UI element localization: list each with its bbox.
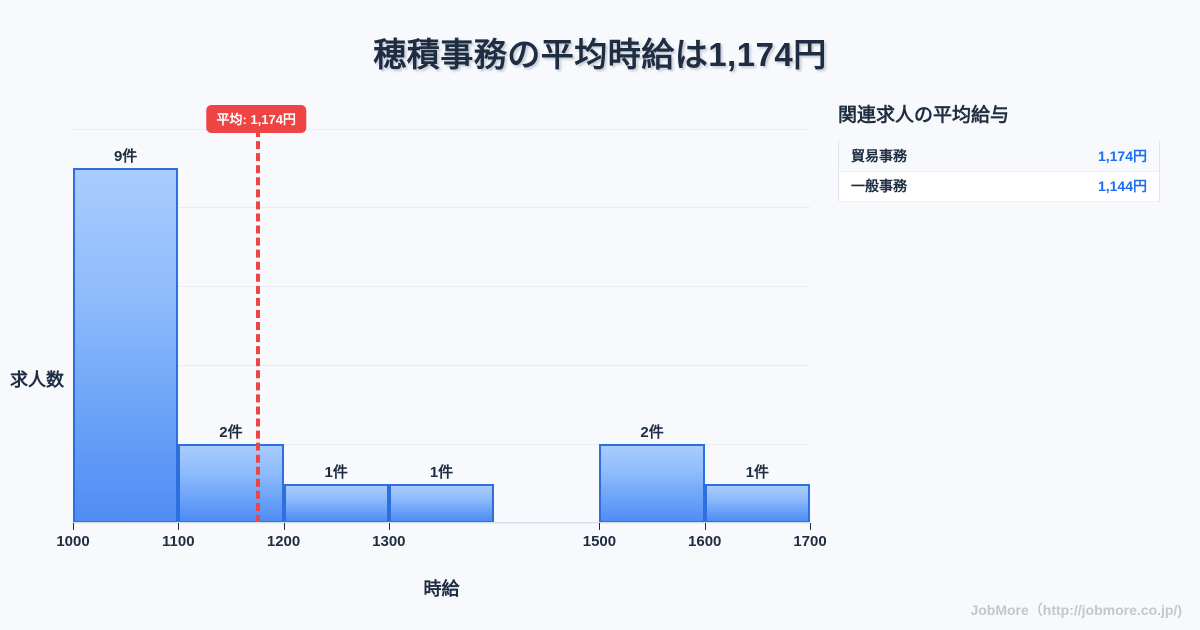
- average-line: [256, 129, 261, 523]
- gridline: [73, 128, 810, 130]
- x-axis-tick-label: 1600: [688, 533, 722, 550]
- bar: [283, 483, 389, 523]
- histogram-chart: 求人数 9件 2件 1件 1件 2件 1件 平均: 1,174円 1000 1100 1200…: [0, 90, 830, 600]
- related-job-name: 貿易事務: [838, 141, 1007, 172]
- related-salary-title: 関連求人の平均給与: [838, 105, 1010, 126]
- bar-value-label: 1件: [429, 463, 454, 481]
- related-salary-table: 貿易事務 1,174円 一般事務 1,144円: [838, 141, 1160, 202]
- bar-value-label: 9件: [113, 148, 138, 166]
- tick-mark: [599, 523, 601, 530]
- x-axis-line: [73, 522, 810, 523]
- bar-value-label: 2件: [219, 424, 243, 442]
- gridline: [73, 444, 810, 446]
- watermark: JobMore（http://jobmore.co.jp/): [970, 602, 1182, 618]
- bar-value-label: 1件: [745, 463, 770, 481]
- bar: [599, 444, 705, 523]
- related-job-salary: 1,174円: [1006, 141, 1160, 172]
- gridline: [73, 286, 810, 288]
- bar: [704, 483, 810, 523]
- y-axis-title: 求人数: [10, 370, 64, 390]
- x-axis-tick-label: 1500: [582, 533, 617, 550]
- bar-value-label: 1件: [324, 463, 348, 481]
- gridline: [73, 365, 810, 367]
- bar-value-label: 2件: [640, 424, 664, 442]
- bar: [178, 444, 284, 523]
- bar: [388, 483, 495, 523]
- gridline: [73, 207, 810, 209]
- bar: [73, 168, 179, 523]
- related-job-name: 一般事務: [838, 171, 1007, 202]
- x-axis-tick-label: 1000: [56, 533, 90, 550]
- tick-mark: [388, 523, 390, 530]
- tick-mark: [704, 523, 706, 530]
- x-axis-tick-label: 1700: [793, 533, 827, 550]
- related-job-salary: 1,144円: [1006, 171, 1160, 202]
- gridline: [73, 523, 810, 524]
- tick-mark: [810, 523, 811, 530]
- tick-mark: [283, 523, 285, 530]
- plot-area: 9件 2件 1件 1件 2件 1件 平均: 1,174円 1000 1100 1200 1300…: [56, 99, 827, 550]
- table-row[interactable]: 一般事務 1,144円: [838, 171, 1160, 202]
- x-axis-tick-label: 1100: [162, 533, 195, 550]
- x-axis-title: 時給: [423, 579, 460, 599]
- x-axis-tick-label: 1200: [266, 533, 301, 550]
- page-title: 穂積事務の平均時給は1,174円: [373, 36, 827, 73]
- average-badge: 平均: 1,174円: [206, 105, 306, 133]
- tick-mark: [73, 523, 74, 530]
- tick-mark: [178, 523, 180, 530]
- x-axis-tick-label: 1300: [372, 533, 406, 550]
- related-salary-panel: 関連求人の平均給与 貿易事務 1,174円 一般事務 1,144円: [838, 100, 1168, 202]
- table-row[interactable]: 貿易事務 1,174円: [838, 141, 1160, 172]
